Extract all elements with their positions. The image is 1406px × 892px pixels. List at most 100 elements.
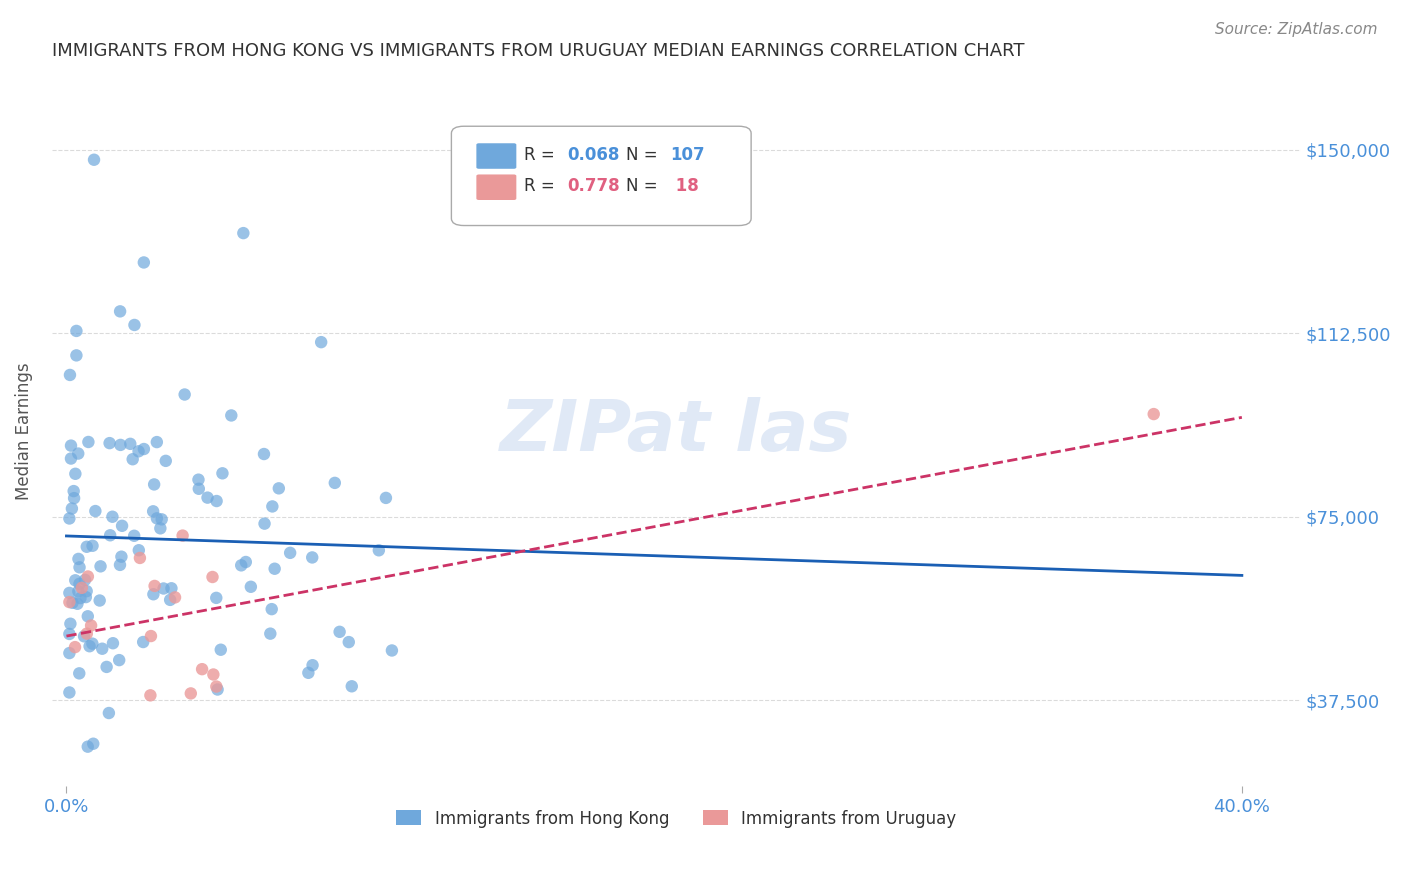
Text: 18: 18 [669,177,699,194]
Point [69,591,91,605]
Point [101,509,124,524]
Point [128,543,150,558]
Text: 0.778: 0.778 [568,177,620,194]
Point [65,324,87,338]
Point [110,549,132,564]
Point [142,504,165,518]
Legend: Immigrants from Hong Kong, Immigrants from Uruguay: Immigrants from Hong Kong, Immigrants fr… [389,803,963,834]
Text: ZIPat las: ZIPat las [501,397,852,466]
Point [58,586,80,600]
Point [83,153,105,167]
Point [82,637,104,651]
Point [124,318,146,332]
Point [205,680,228,694]
Point [63,640,86,654]
Point [202,667,225,681]
Point [187,473,209,487]
Point [239,580,262,594]
Point [128,444,150,458]
Point [89,593,111,607]
Point [309,335,332,350]
Point [108,653,131,667]
Text: Source: ZipAtlas.com: Source: ZipAtlas.com [1215,22,1378,37]
Text: N =: N = [626,177,664,194]
Point [139,689,162,703]
Point [267,481,290,495]
Point [76,609,98,624]
Text: R =: R = [524,177,560,194]
Point [160,582,183,596]
Point [58,627,80,641]
Point [191,662,214,676]
Point [59,451,82,466]
Point [374,491,396,505]
Point [59,439,82,453]
Point [58,595,80,609]
Point [63,491,86,505]
Point [108,304,131,318]
Point [65,574,87,588]
Point [209,642,232,657]
Point [323,475,346,490]
Point [278,546,301,560]
Point [337,635,360,649]
Point [77,569,100,583]
Point [59,616,82,631]
Point [121,452,143,467]
Point [80,618,103,632]
Point [82,737,104,751]
Point [65,467,87,481]
Point [59,368,82,382]
Point [58,511,80,525]
Point [173,387,195,401]
Point [235,555,257,569]
Point [77,434,100,449]
Point [110,438,132,452]
Text: 0.068: 0.068 [568,145,620,163]
Point [69,560,91,574]
Point [259,626,281,640]
Point [340,679,363,693]
FancyBboxPatch shape [477,175,516,200]
Point [260,602,283,616]
Point [67,446,90,460]
Point [132,255,155,269]
Point [66,597,89,611]
Point [146,435,169,450]
Point [146,511,169,525]
Text: R =: R = [524,145,560,163]
Point [132,442,155,456]
Point [221,409,243,423]
Point [297,665,319,680]
Point [65,348,87,362]
Text: N =: N = [626,145,664,163]
Point [67,552,90,566]
Text: 107: 107 [669,145,704,163]
Point [58,646,80,660]
Point [329,624,352,639]
Point [231,558,253,573]
Point [253,516,276,531]
Point [122,529,145,543]
Point [62,484,84,499]
Point [263,562,285,576]
Point [253,447,276,461]
Point [62,596,84,610]
Point [1143,407,1166,421]
Point [187,482,209,496]
Point [139,629,162,643]
Point [69,577,91,591]
Point [232,226,254,240]
Point [143,477,166,491]
Point [149,521,172,535]
Point [67,666,90,681]
Point [98,528,121,542]
Point [155,454,177,468]
Point [108,558,131,572]
Point [82,539,104,553]
Point [90,559,112,574]
Point [129,550,152,565]
Point [301,550,323,565]
Point [132,635,155,649]
Point [207,682,229,697]
